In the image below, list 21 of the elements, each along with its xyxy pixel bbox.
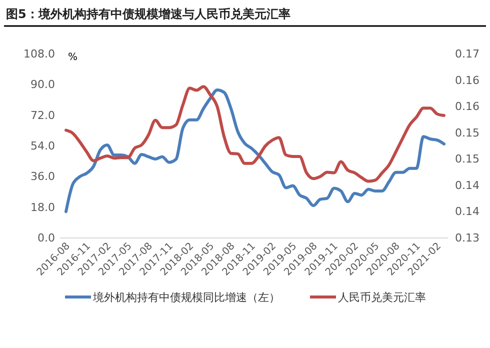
y2-tick-label: 0.13 (455, 232, 480, 245)
y-axis-title: % (68, 52, 78, 63)
chart-title: 图5：境外机构持有中债规模增速与人民币兑美元汇率 (6, 7, 290, 21)
y2-tick-label: 0.15 (455, 126, 480, 140)
y-tick-label: 36.0 (30, 170, 55, 184)
y2-tick-label: 0.14 (455, 178, 480, 192)
y-tick-label: 54.0 (30, 140, 55, 153)
y2-tick-label: 0.15 (455, 152, 480, 166)
y-tick-label: 90.0 (30, 78, 55, 92)
y2-tick-label: 0.16 (455, 100, 480, 114)
line-series (64, 88, 446, 214)
y-tick-label: 72.0 (30, 108, 55, 122)
line-series (64, 85, 446, 183)
y2-tick-label: 0.14 (455, 205, 480, 218)
y-tick-label: 108.0 (24, 48, 55, 61)
legend-label: 境外机构持有中债规模同比增速（左） (92, 291, 280, 304)
y2-tick-label: 0.16 (455, 74, 480, 87)
y-tick-label: 0.0 (38, 232, 55, 245)
y-tick-label: 18.0 (30, 200, 55, 214)
y2-tick-label: 0.17 (455, 48, 480, 61)
legend-label: 人民币兑美元汇率 (338, 291, 426, 304)
